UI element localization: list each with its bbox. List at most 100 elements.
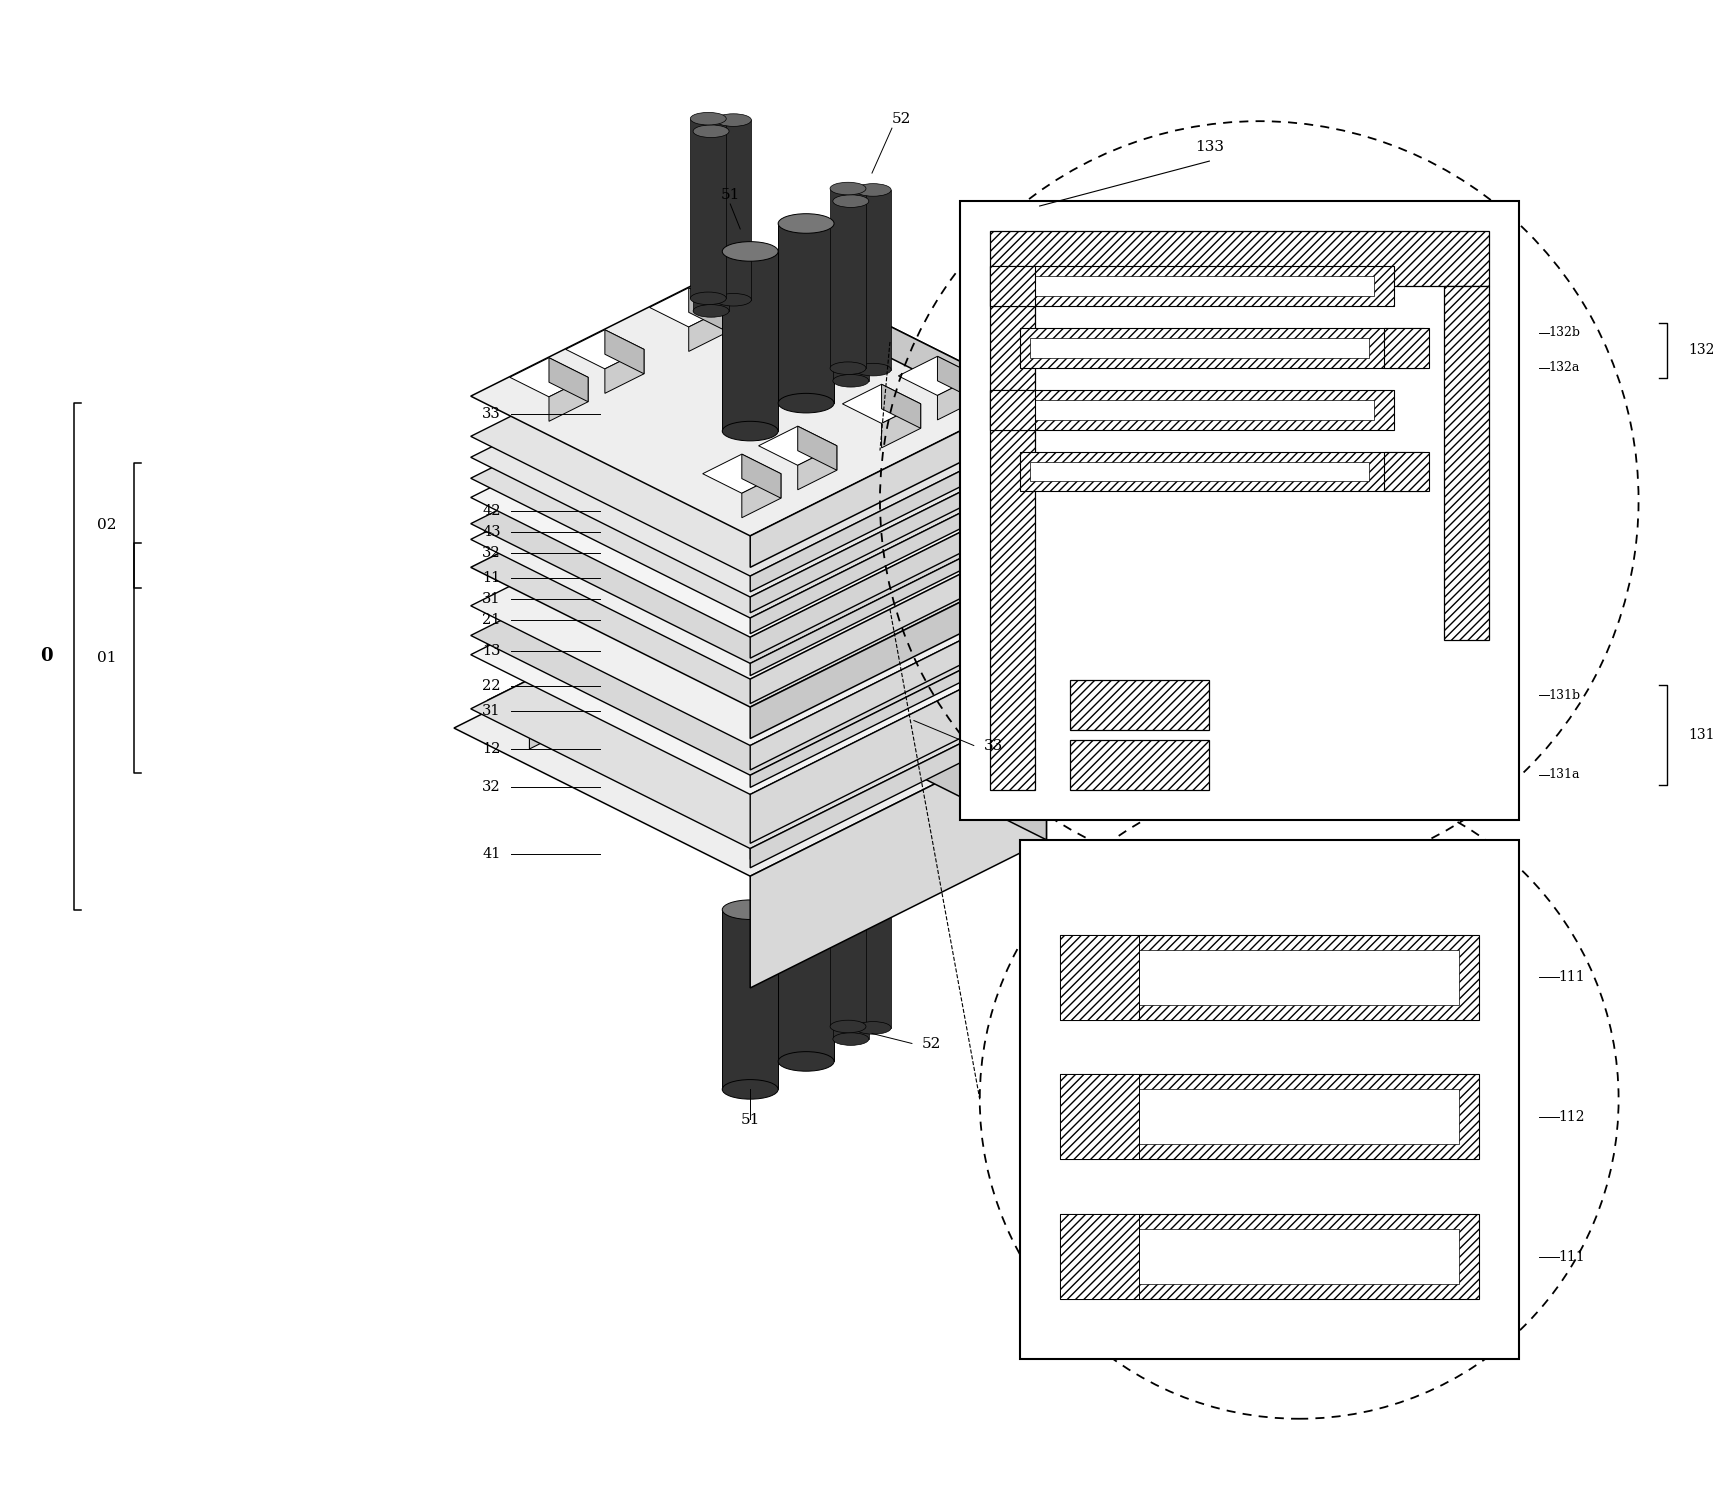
Text: 131a: 131a: [1548, 768, 1581, 782]
Text: 43: 43: [482, 525, 501, 540]
Bar: [1030, 338, 1369, 357]
Polygon shape: [750, 466, 1030, 630]
Polygon shape: [759, 426, 838, 465]
Ellipse shape: [831, 183, 865, 195]
Polygon shape: [471, 568, 1030, 849]
Bar: [1060, 934, 1479, 1020]
Polygon shape: [471, 495, 1030, 776]
Ellipse shape: [831, 840, 865, 854]
Polygon shape: [929, 680, 1013, 722]
Polygon shape: [745, 279, 784, 324]
Polygon shape: [750, 606, 1030, 770]
Bar: [1070, 680, 1209, 730]
Polygon shape: [605, 350, 643, 393]
Ellipse shape: [722, 900, 777, 920]
Text: 21: 21: [482, 612, 501, 627]
Ellipse shape: [832, 195, 869, 207]
Polygon shape: [972, 700, 1013, 748]
Polygon shape: [709, 568, 793, 610]
Bar: [1139, 950, 1459, 1005]
Polygon shape: [750, 710, 1030, 868]
Polygon shape: [705, 260, 784, 299]
Polygon shape: [750, 256, 1030, 427]
Polygon shape: [471, 297, 1030, 576]
Polygon shape: [750, 478, 1030, 633]
Bar: [832, 201, 869, 381]
Polygon shape: [750, 498, 1030, 658]
Polygon shape: [454, 580, 1046, 876]
Polygon shape: [471, 514, 1030, 795]
Text: 11: 11: [482, 572, 501, 585]
Bar: [855, 190, 891, 369]
Text: 52: 52: [922, 1038, 941, 1052]
Polygon shape: [750, 384, 1030, 536]
Ellipse shape: [722, 1080, 777, 1100]
Text: 01: 01: [96, 651, 117, 664]
Polygon shape: [750, 567, 1030, 738]
Polygon shape: [540, 627, 807, 759]
Bar: [722, 252, 777, 430]
Polygon shape: [750, 789, 793, 838]
Bar: [690, 118, 726, 298]
Polygon shape: [650, 288, 728, 327]
Ellipse shape: [777, 213, 834, 234]
Polygon shape: [750, 568, 793, 618]
Bar: [1139, 1089, 1459, 1144]
Bar: [777, 224, 834, 404]
Polygon shape: [530, 700, 571, 748]
Polygon shape: [741, 474, 781, 518]
Ellipse shape: [777, 393, 834, 412]
Polygon shape: [549, 357, 588, 402]
Bar: [831, 847, 865, 1026]
Polygon shape: [750, 399, 1030, 564]
Bar: [1030, 462, 1369, 482]
Polygon shape: [750, 318, 1030, 472]
Bar: [1035, 399, 1374, 420]
Text: 32: 32: [482, 546, 501, 561]
Bar: [960, 201, 1519, 820]
Bar: [989, 390, 1393, 429]
Text: 31: 31: [482, 704, 501, 717]
Polygon shape: [750, 436, 1030, 592]
Polygon shape: [471, 466, 1030, 746]
Bar: [1139, 1228, 1459, 1284]
Text: 131b: 131b: [1548, 688, 1581, 702]
Text: 112: 112: [1558, 1110, 1586, 1124]
Ellipse shape: [690, 112, 726, 125]
Bar: [989, 266, 1035, 306]
Polygon shape: [750, 636, 1030, 788]
Text: 22: 22: [482, 680, 501, 693]
Text: 33: 33: [984, 740, 1003, 753]
Polygon shape: [605, 330, 643, 374]
Text: 52: 52: [893, 112, 912, 126]
Bar: [855, 847, 891, 1028]
Bar: [1060, 1074, 1479, 1160]
Ellipse shape: [693, 124, 729, 138]
Polygon shape: [703, 454, 781, 494]
Polygon shape: [750, 396, 1030, 567]
Polygon shape: [471, 357, 1030, 638]
Polygon shape: [750, 297, 1030, 452]
Polygon shape: [471, 384, 1030, 663]
Bar: [1020, 328, 1424, 368]
Bar: [989, 390, 1035, 429]
Polygon shape: [530, 680, 571, 728]
Ellipse shape: [722, 422, 777, 441]
Text: 111: 111: [1558, 1250, 1586, 1263]
Bar: [1060, 1074, 1139, 1160]
Ellipse shape: [855, 363, 891, 376]
Polygon shape: [750, 458, 1030, 614]
Bar: [722, 909, 777, 1089]
Polygon shape: [509, 357, 588, 398]
Text: 02: 02: [96, 519, 117, 532]
Polygon shape: [750, 568, 1030, 728]
Ellipse shape: [693, 304, 729, 316]
Ellipse shape: [832, 1034, 869, 1046]
Bar: [832, 859, 869, 1040]
Bar: [989, 231, 1490, 286]
Polygon shape: [750, 514, 1030, 703]
Ellipse shape: [855, 1022, 891, 1034]
Polygon shape: [745, 260, 784, 305]
Bar: [1060, 1214, 1139, 1299]
Polygon shape: [750, 524, 1030, 675]
